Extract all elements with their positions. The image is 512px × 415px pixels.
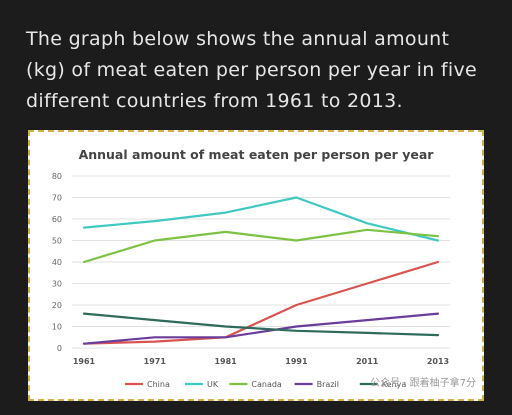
y-tick-label: 80	[52, 172, 62, 181]
line-chart: Annual amount of meat eaten per person p…	[52, 147, 450, 389]
x-axis-ticks: 1961 1971 1981 1991 2011 2013	[73, 357, 449, 366]
y-tick-label: 70	[52, 194, 62, 203]
y-tick-label: 10	[52, 323, 62, 332]
series-line-china	[82, 260, 440, 345]
x-tick-label: 1961	[73, 357, 96, 366]
series-line-kenya	[82, 312, 440, 337]
chart-frame: Annual amount of meat eaten per person p…	[28, 130, 484, 401]
y-tick-label: 40	[52, 258, 62, 267]
series-line-uk	[82, 196, 440, 242]
x-tick-label: 1991	[285, 357, 308, 366]
legend-label-kenya: Kenya	[382, 380, 407, 389]
watermark: 公众号 · 跟着柚子拿7分	[370, 378, 476, 389]
series-lines	[82, 196, 440, 345]
y-tick-label: 30	[52, 280, 62, 289]
grid-lines	[72, 175, 450, 349]
x-tick-label: 1971	[144, 357, 167, 366]
chart-title: Annual amount of meat eaten per person p…	[79, 147, 435, 162]
legend: China UK Canada Brazil Kenya	[125, 380, 406, 389]
y-tick-label: 20	[52, 301, 62, 310]
legend-label-canada: Canada	[251, 380, 282, 389]
y-tick-label: 60	[52, 215, 62, 224]
series-line-canada	[82, 228, 440, 264]
y-tick-label: 50	[52, 237, 62, 246]
x-tick-label: 2011	[356, 357, 379, 366]
legend-label-brazil: Brazil	[317, 380, 339, 389]
prompt-text: The graph below shows the annual amount …	[26, 28, 478, 112]
y-axis-ticks: 0 10 20 30 40 50 60 70 80	[52, 172, 62, 353]
legend-label-china: China	[147, 380, 170, 389]
y-tick-label: 0	[57, 344, 62, 353]
legend-label-uk: UK	[207, 380, 219, 389]
x-tick-label: 2013	[427, 357, 449, 366]
x-tick-label: 1981	[214, 357, 237, 366]
series-line-brazil	[82, 312, 440, 345]
